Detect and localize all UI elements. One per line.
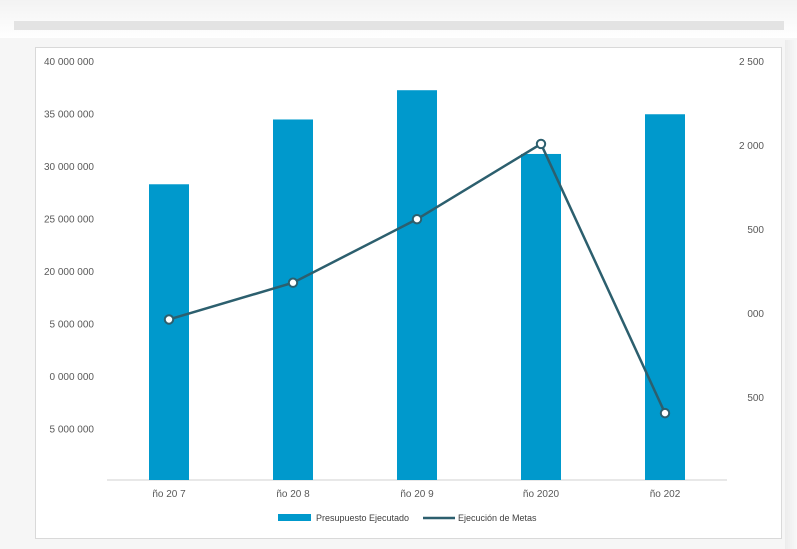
top-bar (14, 21, 784, 30)
legend-swatch-bars (278, 514, 311, 521)
line-point-2 (411, 213, 423, 225)
legend-label-line: Ejecución de Metas (458, 513, 537, 523)
y2-tick-label: 2 000 (739, 141, 764, 152)
line-point-4 (659, 407, 671, 419)
y-tick-label: 30 000 000 (44, 162, 94, 173)
bar-1 (273, 119, 313, 480)
y-tick-label: 35 000 000 (44, 110, 94, 121)
y-tick-label: 5 000 000 (50, 425, 95, 436)
x-tick-label: ño 20 8 (276, 489, 310, 500)
bar-4 (645, 114, 685, 480)
bar-2 (397, 90, 437, 480)
y2-tick-label: 2 500 (739, 57, 764, 68)
top-band (0, 0, 797, 38)
x-tick-label: ño 202 (650, 489, 681, 500)
x-tick-label: ño 20 9 (400, 489, 434, 500)
y-tick-label: 5 000 000 (50, 320, 95, 331)
legend-label-bars: Presupuesto Ejecutado (316, 513, 409, 523)
y-tick-label: 40 000 000 (44, 57, 94, 68)
bar-0 (149, 184, 189, 480)
y-tick-label: 25 000 000 (44, 215, 94, 226)
y-tick-label: 0 000 000 (50, 372, 95, 383)
line-point-3 (535, 138, 547, 150)
y-tick-label: 20 000 000 (44, 267, 94, 278)
line-point-1 (287, 277, 299, 288)
line-point-0 (163, 314, 175, 325)
x-tick-label: ño 20 7 (152, 489, 186, 500)
y2-tick-label: 500 (747, 393, 764, 404)
x-tick-label: ño 2020 (523, 489, 560, 500)
bar-3 (521, 153, 561, 480)
y2-tick-label: 500 (747, 225, 764, 236)
y2-tick-label: 000 (747, 309, 764, 320)
side-shadow (785, 40, 797, 549)
